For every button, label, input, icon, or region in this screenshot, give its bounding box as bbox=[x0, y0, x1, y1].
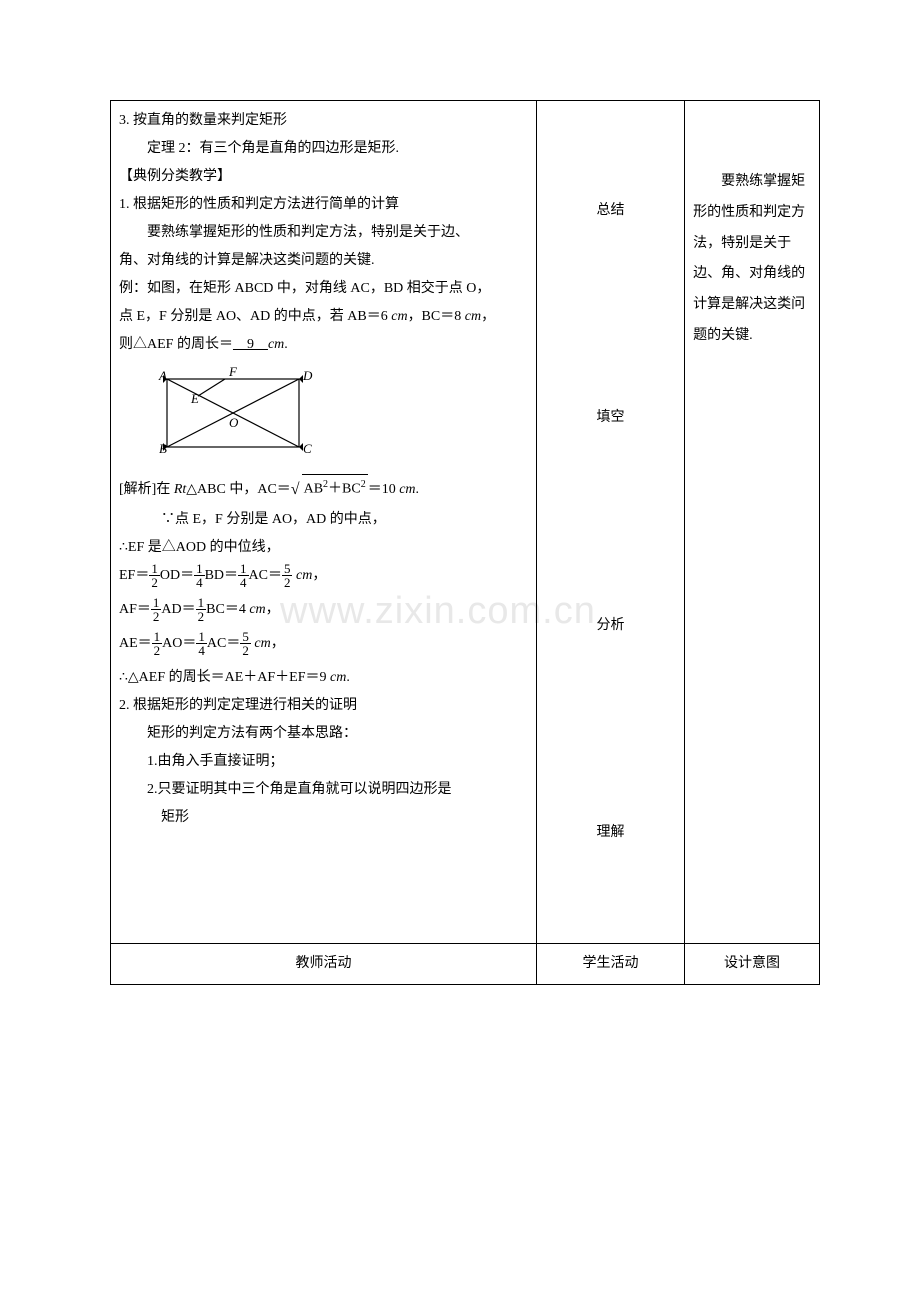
item-1: 1. 根据矩形的性质和判定方法进行简单的计算 bbox=[119, 191, 528, 219]
text: AC＝ bbox=[207, 636, 240, 651]
text: OD＝ bbox=[160, 568, 194, 583]
unit-cm: cm bbox=[330, 670, 346, 685]
svg-text:E: E bbox=[190, 391, 199, 406]
text: . bbox=[346, 670, 350, 685]
text: AD＝ bbox=[161, 602, 195, 617]
para-line: 要熟练掌握矩形的性质和判定方法，特别是关于边、 bbox=[119, 219, 528, 247]
unit-cm: cm bbox=[268, 337, 284, 352]
text: ， bbox=[481, 309, 495, 324]
fraction: 14 bbox=[238, 562, 249, 589]
text: 例：如图，在矩形 ABCD 中，对角线 AC，BD 相交于点 O， bbox=[119, 281, 490, 296]
fraction: 14 bbox=[196, 630, 207, 657]
svg-text:D: D bbox=[302, 368, 313, 383]
svg-text:A: A bbox=[158, 368, 167, 383]
text: 点 E，F 分别是 AO、AD 的中点，若 AB＝6 bbox=[119, 309, 391, 324]
intent-paragraph: 要熟练掌握矩形的性质和判定方法，特别是关于边、角、对角线的计算是解决这类问题的关… bbox=[693, 107, 811, 352]
analysis-line: [解析]在 Rt△ABC 中，AC＝√AB2＋BC2＝10 cm. bbox=[119, 474, 528, 506]
rectangle-diagram-svg: A F D B C E O bbox=[149, 365, 319, 457]
fraction: 12 bbox=[151, 596, 162, 623]
text: ，BC＝8 bbox=[408, 309, 465, 324]
text: . bbox=[284, 337, 288, 352]
radical-icon: √ bbox=[291, 481, 300, 498]
unit-cm: cm bbox=[249, 602, 265, 617]
main-table: 3. 按直角的数量来判定矩形 定理 2：有三个角是直角的四边形是矩形. 【典例分… bbox=[110, 100, 820, 985]
para-line: 矩形的判定方法有两个基本思路： bbox=[119, 720, 528, 748]
svg-text:F: F bbox=[228, 365, 238, 379]
activity-understand: 理解 bbox=[545, 789, 676, 877]
item-3: 3. 按直角的数量来判定矩形 bbox=[119, 107, 528, 135]
af-equation: AF＝12AD＝12BC＝4 cm， bbox=[119, 596, 528, 624]
text: BC＝4 bbox=[206, 602, 249, 617]
text: 则△AEF 的周长＝ bbox=[119, 337, 233, 352]
unit-cm: cm bbox=[254, 636, 270, 651]
example-line: 则△AEF 的周长＝ 9 cm. bbox=[119, 331, 528, 359]
header-student: 学生活动 bbox=[536, 944, 684, 985]
text: AO＝ bbox=[162, 636, 196, 651]
fraction: 12 bbox=[152, 630, 163, 657]
unit-cm: cm bbox=[391, 309, 407, 324]
item-2: 2. 根据矩形的判定定理进行相关的证明 bbox=[119, 692, 528, 720]
fraction: 52 bbox=[240, 630, 251, 657]
header-design: 设计意图 bbox=[685, 944, 820, 985]
design-intent-cell: 要熟练掌握矩形的性质和判定方法，特别是关于边、角、对角线的计算是解决这类问题的关… bbox=[685, 101, 820, 944]
unit-cm: cm bbox=[465, 309, 481, 324]
step-line: ∴EF 是△AOD 的中位线， bbox=[119, 534, 528, 562]
fraction: 12 bbox=[149, 562, 160, 589]
text: EF＝ bbox=[119, 568, 149, 583]
step-line: ∵点 E，F 分别是 AO，AD 的中点， bbox=[119, 506, 528, 534]
ae-equation: AE＝12AO＝14AC＝52 cm， bbox=[119, 630, 528, 658]
ef-equation: EF＝12OD＝14BD＝14AC＝52 cm， bbox=[119, 562, 528, 590]
text: △ABC 中，AC＝ bbox=[186, 482, 291, 497]
student-activity-cell: 总结 填空 分析 理解 bbox=[536, 101, 684, 944]
answer-blank: 9 bbox=[233, 337, 268, 352]
example-line: 点 E，F 分别是 AO、AD 的中点，若 AB＝6 cm，BC＝8 cm， bbox=[119, 303, 528, 331]
text: [解析]在 bbox=[119, 482, 174, 497]
sub-2: 2.只要证明其中三个角是直角就可以说明四边形是 bbox=[119, 776, 528, 804]
section-heading: 【典例分类教学】 bbox=[119, 163, 528, 191]
sub-1: 1.由角入手直接证明； bbox=[119, 748, 528, 776]
para-line: 角、对角线的计算是解决这类问题的关键. bbox=[119, 247, 528, 275]
sub-2-cont: 矩形 bbox=[119, 804, 528, 832]
unit-cm: cm bbox=[399, 482, 415, 497]
rectangle-figure: A F D B C E O bbox=[149, 365, 528, 468]
text: BD＝ bbox=[205, 568, 238, 583]
activity-fill: 填空 bbox=[545, 374, 676, 462]
text: . bbox=[416, 482, 420, 497]
rt-italic: Rt bbox=[174, 482, 186, 497]
unit-cm: cm bbox=[296, 568, 312, 583]
text: AF＝ bbox=[119, 602, 151, 617]
example-line: 例：如图，在矩形 ABCD 中，对角线 AC，BD 相交于点 O， bbox=[119, 275, 528, 303]
fraction: 14 bbox=[194, 562, 205, 589]
teacher-activity-cell: 3. 按直角的数量来判定矩形 定理 2：有三个角是直角的四边形是矩形. 【典例分… bbox=[111, 101, 537, 944]
svg-text:C: C bbox=[303, 441, 312, 456]
activity-analyze: 分析 bbox=[545, 582, 676, 670]
fraction: 52 bbox=[282, 562, 293, 589]
theorem-2: 定理 2：有三个角是直角的四边形是矩形. bbox=[119, 135, 528, 163]
header-teacher: 教师活动 bbox=[111, 944, 537, 985]
text: AC＝ bbox=[249, 568, 282, 583]
text: AE＝ bbox=[119, 636, 152, 651]
svg-text:O: O bbox=[229, 415, 239, 430]
text: ＝10 bbox=[368, 482, 400, 497]
activity-summary: 总结 bbox=[545, 167, 676, 255]
text: ∴△AEF 的周长＝AE＋AF＋EF＝9 bbox=[119, 670, 330, 685]
sqrt-expr: AB2＋BC2 bbox=[302, 474, 368, 504]
fraction: 12 bbox=[196, 596, 207, 623]
perimeter-line: ∴△AEF 的周长＝AE＋AF＋EF＝9 cm. bbox=[119, 664, 528, 692]
